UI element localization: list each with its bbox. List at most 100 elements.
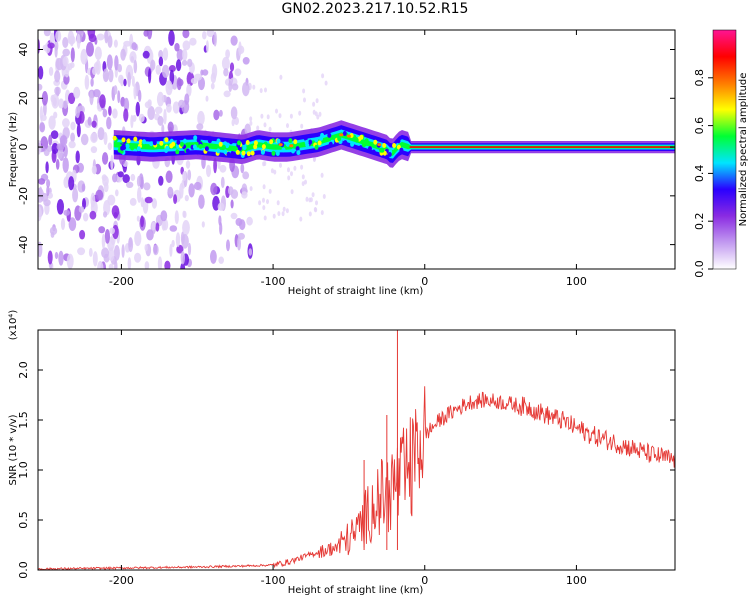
noise-blob bbox=[219, 164, 227, 173]
ridge-speckle bbox=[133, 136, 138, 142]
noise-blob bbox=[56, 143, 65, 151]
ridge-speckle bbox=[361, 142, 366, 148]
noise-blob bbox=[114, 259, 118, 269]
ridge-speckle bbox=[281, 147, 286, 153]
noise-blob bbox=[219, 222, 223, 235]
noise-blob bbox=[217, 202, 225, 211]
plot-frame-2 bbox=[37, 329, 676, 571]
noise-blob bbox=[182, 48, 188, 61]
noise-blob bbox=[90, 132, 98, 144]
noise-blob bbox=[174, 42, 180, 52]
noise-blob bbox=[38, 241, 43, 258]
noise-blob bbox=[152, 244, 159, 256]
noise-blob bbox=[81, 183, 86, 192]
noise-blob bbox=[171, 239, 175, 248]
ridge-speckle bbox=[196, 137, 201, 143]
noise-blob bbox=[161, 124, 165, 134]
ridge-speckle bbox=[112, 135, 117, 141]
noise-blob bbox=[201, 221, 205, 228]
noise-blob bbox=[241, 191, 248, 199]
noise-blob bbox=[237, 236, 241, 251]
ridge-speckle bbox=[130, 145, 135, 151]
noise-blob bbox=[104, 30, 109, 44]
noise-blob bbox=[225, 49, 231, 59]
noise-blob bbox=[321, 73, 325, 79]
noise-blob bbox=[218, 256, 224, 264]
ridge-speckle bbox=[296, 150, 301, 156]
noise-blob bbox=[182, 40, 191, 51]
noise-blob bbox=[103, 132, 108, 145]
x-tick-label-1: -100 bbox=[261, 275, 286, 288]
noise-blob bbox=[234, 68, 242, 77]
noise-blob bbox=[262, 205, 266, 211]
noise-blob bbox=[155, 64, 161, 75]
noise-blob bbox=[58, 250, 64, 266]
noise-blob bbox=[114, 55, 119, 71]
noise-blob bbox=[268, 126, 272, 132]
noise-blob bbox=[48, 115, 56, 130]
colorbar-tick-label: 0.4 bbox=[693, 165, 706, 183]
noise-blob bbox=[206, 164, 211, 178]
ridge-speckle bbox=[314, 137, 319, 143]
y-tick-label-1: 40 bbox=[17, 43, 30, 57]
noise-blob bbox=[266, 199, 269, 205]
noise-blob bbox=[46, 185, 50, 197]
noise-blob bbox=[91, 120, 97, 128]
ridge-speckle bbox=[250, 150, 255, 156]
noise-blob bbox=[110, 154, 114, 171]
noise-blob bbox=[268, 188, 272, 194]
ridge-speckle bbox=[271, 150, 276, 156]
noise-blob bbox=[88, 33, 97, 43]
noise-blob bbox=[249, 186, 253, 192]
ridge-speckle bbox=[225, 143, 230, 149]
noise-blob bbox=[56, 199, 64, 215]
noise-blob bbox=[147, 106, 155, 120]
noise-blob bbox=[180, 262, 186, 269]
noise-blob bbox=[140, 197, 144, 208]
noise-blob bbox=[302, 88, 306, 94]
ridge-speckle bbox=[182, 138, 187, 144]
ridge-speckle bbox=[293, 139, 298, 145]
noise-blob bbox=[49, 226, 58, 236]
noise-blob bbox=[167, 121, 174, 133]
noise-blob bbox=[43, 148, 50, 157]
noise-blob bbox=[246, 216, 253, 226]
noise-blob bbox=[213, 109, 220, 121]
ridge-speckle bbox=[396, 144, 401, 150]
noise-blob bbox=[188, 183, 195, 198]
noise-blob bbox=[66, 253, 74, 269]
noise-blob bbox=[281, 211, 285, 217]
noise-blob bbox=[324, 80, 328, 86]
noise-blob bbox=[140, 215, 145, 228]
x-tick-label-1: 100 bbox=[566, 275, 587, 288]
noise-blob bbox=[126, 181, 134, 188]
noise-blob bbox=[175, 59, 182, 72]
noise-blob bbox=[62, 157, 69, 173]
ridge-speckle bbox=[253, 144, 258, 150]
noise-blob bbox=[260, 113, 264, 119]
y-tick-label-2: 1.0 bbox=[17, 461, 30, 479]
noise-blob bbox=[79, 229, 86, 240]
noise-blob bbox=[138, 113, 145, 123]
noise-blob bbox=[181, 234, 189, 249]
noise-blob bbox=[240, 163, 245, 174]
x-tick-label-2: 100 bbox=[566, 574, 587, 587]
noise-blob bbox=[102, 68, 109, 83]
ridge-speckle bbox=[261, 144, 266, 150]
ridge-speckle bbox=[237, 140, 241, 146]
ridge-speckle bbox=[221, 144, 226, 150]
spectrogram-marks bbox=[38, 30, 675, 269]
noise-blob bbox=[107, 142, 113, 151]
noise-blob bbox=[231, 83, 239, 91]
noise-blob bbox=[54, 70, 61, 83]
noise-blob bbox=[315, 200, 318, 206]
ridge-speckle bbox=[226, 151, 231, 157]
x-tick-label-2: -100 bbox=[261, 574, 286, 587]
noise-blob bbox=[163, 108, 167, 125]
noise-blob bbox=[70, 121, 76, 131]
noise-blob bbox=[90, 78, 94, 87]
noise-blob bbox=[182, 220, 190, 236]
noise-blob bbox=[90, 146, 98, 154]
noise-blob bbox=[229, 62, 235, 72]
noise-blob bbox=[135, 101, 140, 117]
